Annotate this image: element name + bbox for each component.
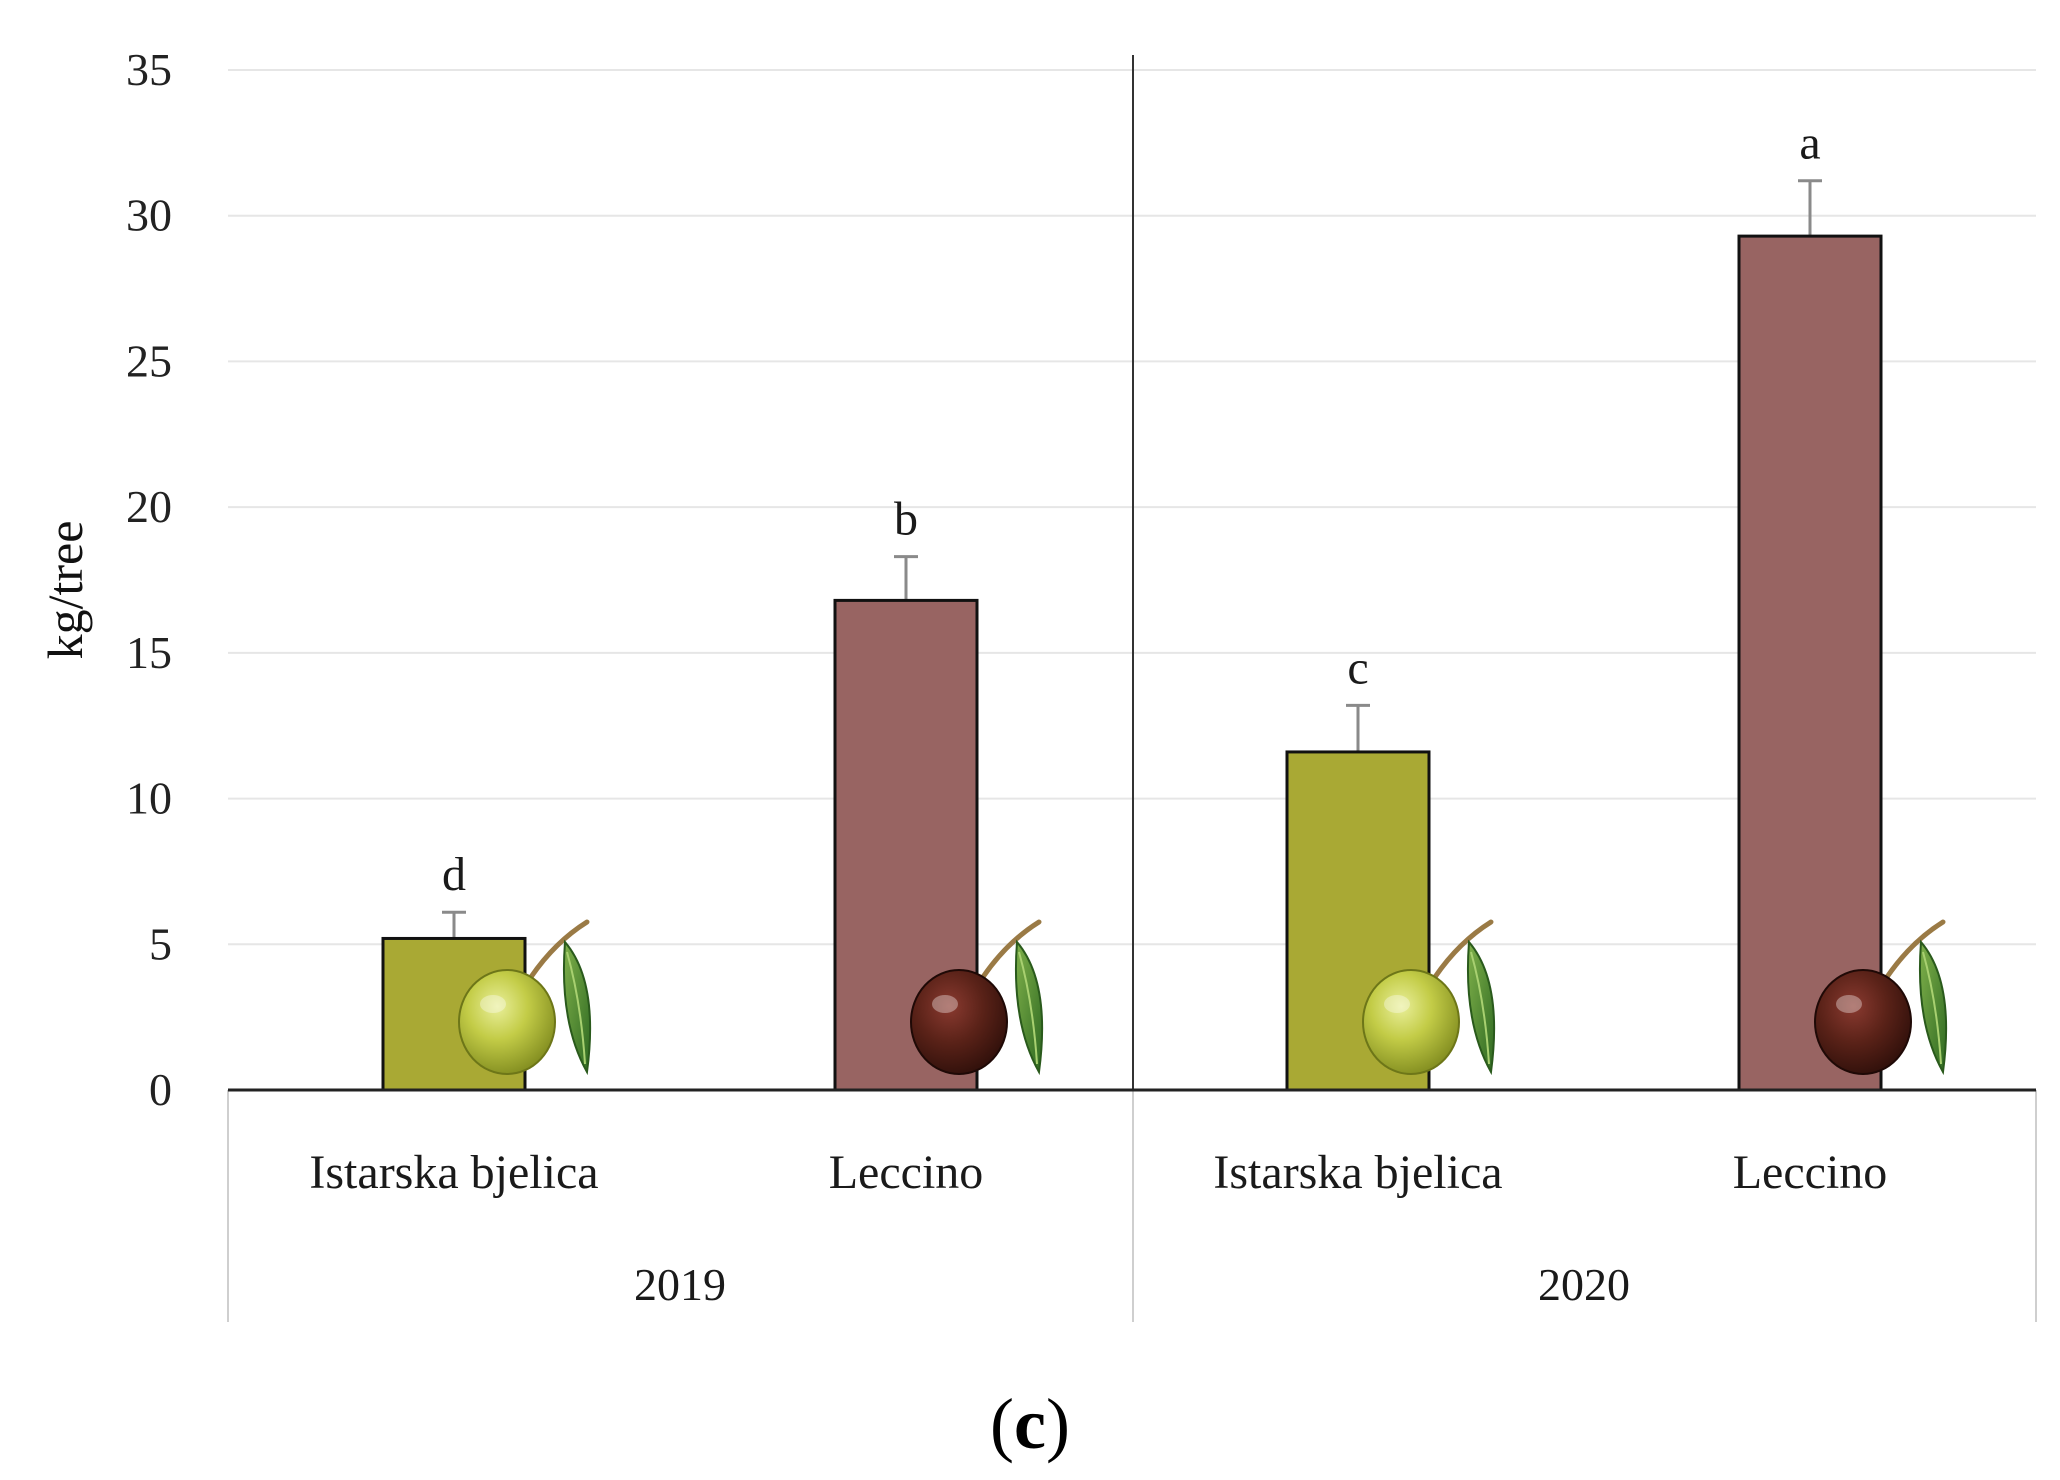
y-tick-label: 5 bbox=[149, 918, 172, 969]
olive-stem bbox=[1884, 919, 1946, 980]
y-axis-title: kg/tree bbox=[37, 521, 93, 660]
olive-leaf bbox=[562, 939, 592, 1076]
olive-highlight bbox=[1836, 995, 1862, 1013]
significance-letter: a bbox=[1799, 117, 1820, 170]
dark-olive-icon bbox=[1814, 919, 1948, 1076]
y-tick-label: 25 bbox=[126, 335, 172, 386]
category-label: Leccino bbox=[1733, 1146, 1888, 1199]
dark-olive-icon bbox=[910, 919, 1044, 1076]
category-label: Istarska bjelica bbox=[1213, 1146, 1502, 1199]
panel-label: (c) bbox=[990, 1384, 1070, 1464]
olive-leaf bbox=[1014, 939, 1044, 1076]
panel-label-close-paren: ) bbox=[1046, 1384, 1070, 1464]
bars-layer: d b c a bbox=[381, 117, 1948, 1092]
category-labels: 2019 Istarska bjelica Leccino 2020 Istarska … bbox=[309, 1146, 1887, 1310]
olive-stem bbox=[980, 919, 1042, 980]
y-tick-label: 0 bbox=[149, 1064, 172, 1115]
green-olive-icon bbox=[458, 919, 592, 1076]
olive-fruit bbox=[458, 969, 556, 1075]
olive-leaf-vein bbox=[566, 951, 586, 1065]
category-label: Leccino bbox=[829, 1146, 984, 1199]
olive-fruit bbox=[1814, 969, 1912, 1075]
olive-fruit bbox=[910, 969, 1008, 1075]
y-tick-label: 20 bbox=[126, 481, 172, 532]
significance-letter: d bbox=[442, 848, 466, 901]
y-tick-label: 35 bbox=[126, 44, 172, 95]
bar bbox=[1737, 234, 1883, 1092]
y-tick-label: 30 bbox=[126, 190, 172, 241]
y-tick-label: 15 bbox=[126, 627, 172, 678]
olive-highlight bbox=[932, 995, 958, 1013]
panel-label-open-paren: ( bbox=[990, 1384, 1014, 1464]
olive-leaf-vein bbox=[1018, 951, 1038, 1065]
y-tick-label: 10 bbox=[126, 773, 172, 824]
olive-leaf-vein bbox=[1922, 951, 1942, 1065]
olive-stem bbox=[1432, 919, 1494, 980]
olive-fruit bbox=[1362, 969, 1460, 1075]
group-label: 2020 bbox=[1538, 1259, 1630, 1310]
significance-letter: b bbox=[894, 493, 918, 546]
category-label: Istarska bjelica bbox=[309, 1146, 598, 1199]
group-label: 2019 bbox=[634, 1259, 726, 1310]
olive-stem bbox=[528, 919, 590, 980]
olive-leaf bbox=[1466, 939, 1496, 1076]
panel-label-letter: c bbox=[1014, 1384, 1046, 1464]
olive-leaf-vein bbox=[1470, 951, 1490, 1065]
olive-highlight bbox=[1384, 995, 1410, 1013]
green-olive-icon bbox=[1362, 919, 1496, 1076]
significance-letter: c bbox=[1347, 641, 1368, 694]
y-axis: 0 5 10 15 20 25 30 35 bbox=[126, 44, 172, 1115]
olive-highlight bbox=[480, 995, 506, 1013]
olive-leaf bbox=[1918, 939, 1948, 1076]
